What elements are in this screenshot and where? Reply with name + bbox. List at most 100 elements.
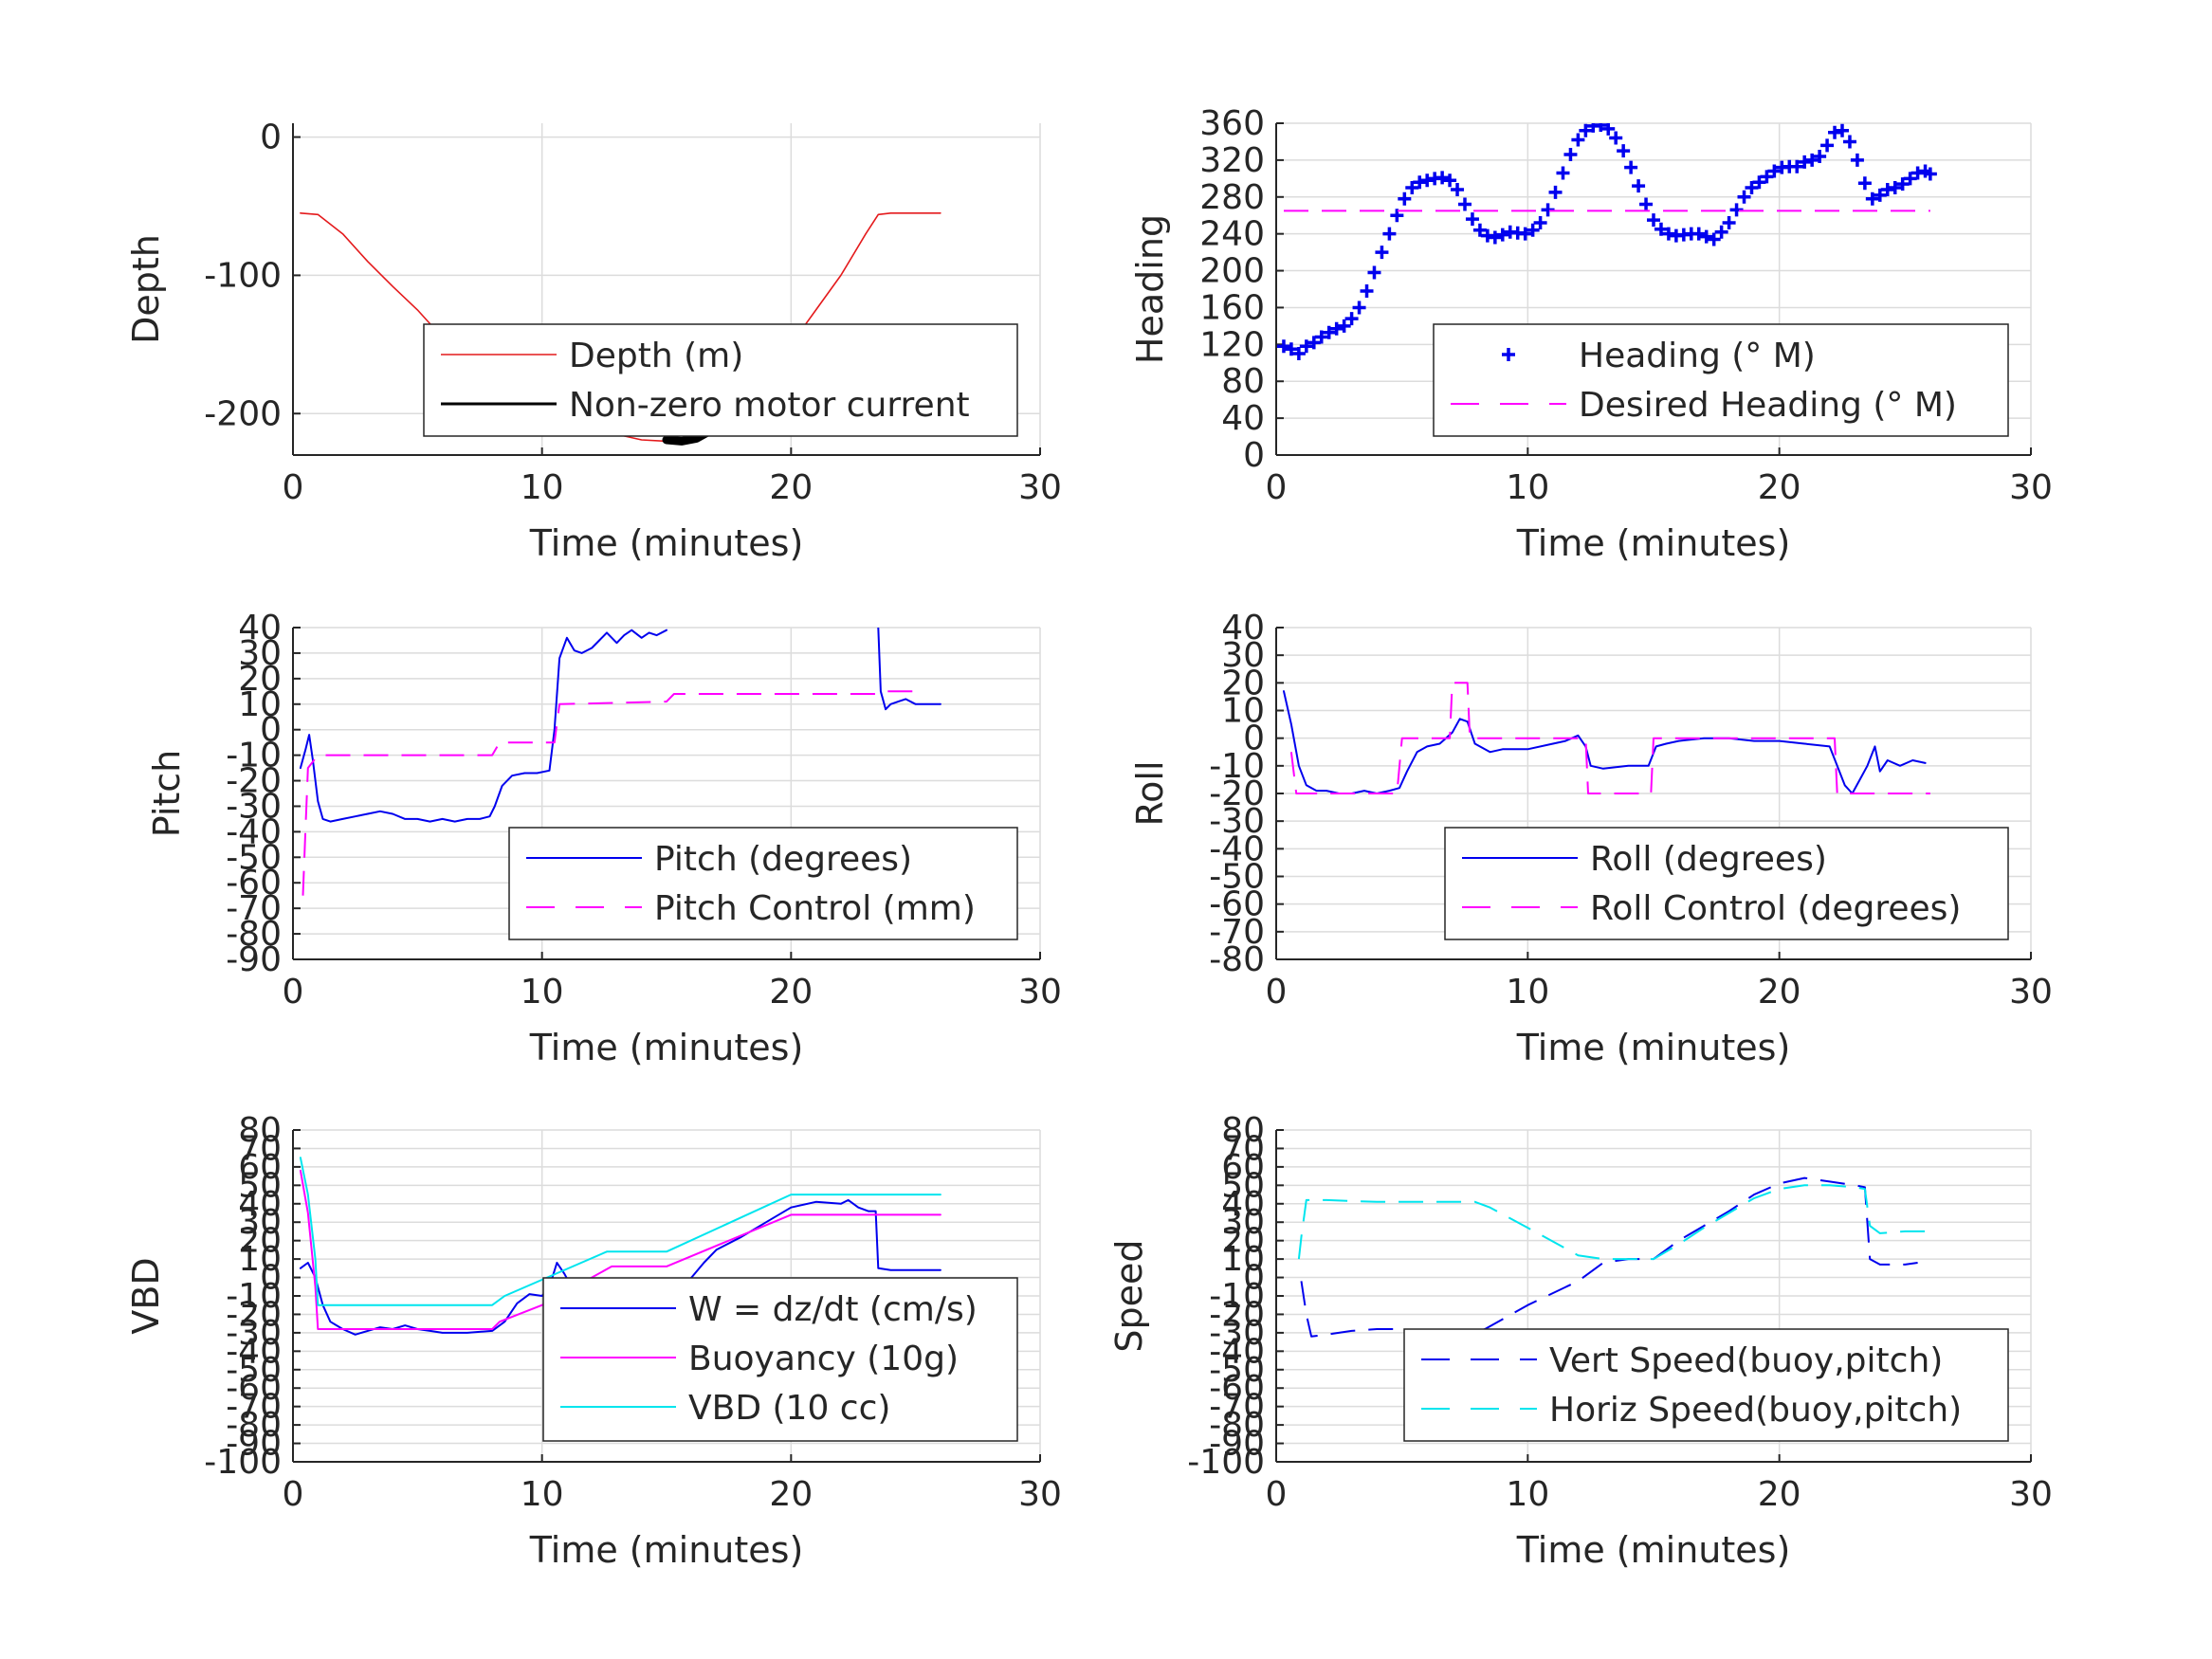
legend-label: Heading (° M) xyxy=(1579,337,1816,375)
pitch-legend: Pitch (degrees) Pitch Control (mm) xyxy=(508,827,1018,940)
y-tick-label: -50 xyxy=(1209,1351,1265,1390)
heading-m-point xyxy=(1465,212,1479,227)
heading-m-point xyxy=(1601,123,1616,136)
y-tick-label: -80 xyxy=(1209,1406,1265,1445)
heading-m-point xyxy=(1571,133,1585,147)
x-tick-label: 0 xyxy=(1266,1475,1288,1514)
y-tick-label: 70 xyxy=(1221,1129,1265,1168)
heading-m-point xyxy=(1857,176,1872,191)
roll-legend: Roll (degrees) Roll Control (degrees) xyxy=(1444,827,2009,940)
vbd-y-axis-title: VBD xyxy=(125,1257,167,1334)
heading-m-point xyxy=(1820,138,1835,153)
y-tick-label: -80 xyxy=(226,915,282,954)
y-tick-label: -80 xyxy=(226,1406,282,1445)
x-tick-label: 0 xyxy=(1266,973,1288,1012)
heading-m-point xyxy=(1307,336,1321,350)
y-tick-label: 30 xyxy=(1221,636,1265,675)
y-tick-label: -50 xyxy=(226,838,282,877)
y-tick-label: -100 xyxy=(204,256,282,295)
legend-box xyxy=(1444,827,2009,940)
y-tick-label: 10 xyxy=(238,1240,282,1279)
y-tick-label: 20 xyxy=(1221,664,1265,702)
heading-m-point xyxy=(1472,223,1487,237)
x-tick-label: 30 xyxy=(2009,973,2053,1012)
heading-m-point xyxy=(1722,216,1736,229)
x-tick-label: 20 xyxy=(1758,468,1801,507)
y-tick-label: 0 xyxy=(1243,436,1265,475)
y-tick-label: -90 xyxy=(226,940,282,979)
y-tick-label: -80 xyxy=(1209,940,1265,979)
y-tick-label: -100 xyxy=(1187,1443,1265,1482)
y-tick-label: 20 xyxy=(238,660,282,699)
roll-degrees-line xyxy=(1283,690,1927,794)
y-tick-label: 40 xyxy=(238,609,282,647)
y-tick-label: -10 xyxy=(1209,747,1265,786)
heading-m-point xyxy=(1329,321,1344,336)
legend-box xyxy=(423,323,1018,437)
heading-m-point xyxy=(1805,153,1819,167)
y-tick-label: 20 xyxy=(238,1222,282,1261)
x-tick-label: 20 xyxy=(1758,1475,1801,1514)
heading-m-point xyxy=(1322,325,1336,339)
y-tick-label: 0 xyxy=(260,711,282,750)
heading-m-point xyxy=(1842,135,1856,149)
heading-m-point xyxy=(1518,227,1532,241)
heading-m-point xyxy=(1337,319,1351,333)
y-tick-label: 40 xyxy=(1221,399,1265,438)
legend-label: Vert Speed(buoy,pitch) xyxy=(1549,1341,1943,1380)
heading-m-point xyxy=(1699,229,1713,244)
y-tick-label: -70 xyxy=(1209,1388,1265,1427)
roll-y-axis-title: Roll xyxy=(1129,760,1171,826)
heading-m-point xyxy=(1790,159,1804,173)
x-tick-label: 10 xyxy=(1506,973,1549,1012)
heading-m-point xyxy=(1451,183,1465,196)
y-tick-label: -90 xyxy=(226,1425,282,1464)
heading-m-point xyxy=(1367,265,1381,280)
heading-m-point xyxy=(1813,150,1827,163)
y-tick-label: -10 xyxy=(1209,1277,1265,1316)
legend-label: Horiz Speed(buoy,pitch) xyxy=(1549,1391,1962,1430)
pitch-degrees-line xyxy=(877,628,941,711)
heading-m-point xyxy=(1458,197,1472,211)
y-tick-label: 30 xyxy=(238,634,282,673)
heading-m-point xyxy=(1382,227,1397,241)
heading-m-point xyxy=(1767,164,1782,178)
y-tick-label: -30 xyxy=(226,1314,282,1353)
w-dz-dt-cm-s-line xyxy=(299,1198,941,1336)
x-tick-label: 10 xyxy=(1506,1475,1549,1514)
heading-m-point xyxy=(1488,230,1502,245)
heading-plot-area xyxy=(1276,123,1937,361)
heading-m-point xyxy=(1495,228,1509,242)
speed-y-axis-title: Speed xyxy=(1108,1239,1150,1352)
y-tick-label: 320 xyxy=(1199,141,1265,180)
pitch-plot-area xyxy=(299,628,941,896)
heading-m-point xyxy=(1714,225,1728,239)
heading-m-point xyxy=(1745,181,1759,195)
y-tick-label: 80 xyxy=(238,1111,282,1150)
x-tick-label: 0 xyxy=(283,1475,304,1514)
pitch-x-axis-title: Time (minutes) xyxy=(529,1027,804,1068)
heading-m-point xyxy=(1737,190,1751,204)
y-tick-label: 160 xyxy=(1199,288,1265,327)
x-tick-label: 30 xyxy=(1018,1475,1062,1514)
horiz-speed-buoy-pitch-line xyxy=(1297,1184,1930,1261)
y-tick-label: -70 xyxy=(226,1388,282,1427)
x-tick-label: 0 xyxy=(1266,468,1288,507)
heading-m-point xyxy=(1443,173,1457,188)
x-tick-label: 20 xyxy=(769,468,813,507)
x-tick-label: 10 xyxy=(521,1475,564,1514)
heading-m-point xyxy=(1375,246,1389,260)
y-tick-label: -20 xyxy=(1209,1295,1265,1334)
x-tick-label: 20 xyxy=(1758,973,1801,1012)
y-tick-label: 360 xyxy=(1199,104,1265,143)
vbd-plot-area xyxy=(299,1157,941,1336)
heading-m-point xyxy=(1850,153,1864,167)
heading-m-point xyxy=(1910,166,1925,180)
heading-m-point xyxy=(1533,216,1547,229)
y-tick-label: 120 xyxy=(1199,325,1265,364)
x-tick-label: 30 xyxy=(2009,1475,2053,1514)
y-tick-label: 200 xyxy=(1199,252,1265,291)
y-tick-label: -20 xyxy=(226,762,282,801)
y-tick-label: 80 xyxy=(1221,362,1265,401)
legend-label: Depth (m) xyxy=(569,337,743,375)
